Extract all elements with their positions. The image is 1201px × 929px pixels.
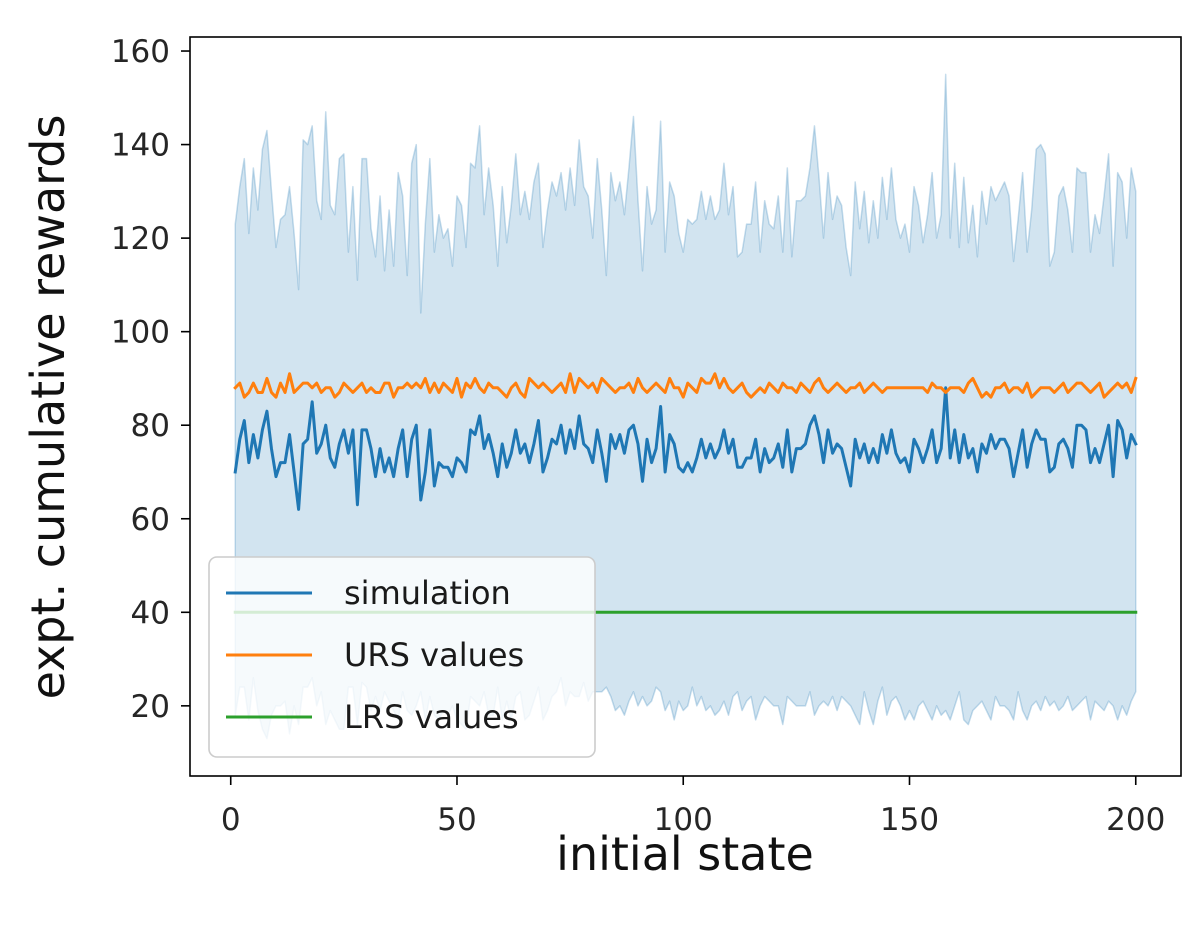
x-axis-label: initial state [556, 827, 814, 881]
y-tick-label: 20 [131, 689, 170, 725]
y-tick-label: 80 [131, 408, 170, 444]
series-line-urs [233, 372, 1138, 399]
y-tick-label: 60 [131, 502, 170, 538]
y-axis-ticks: 20 40 60 80 100 120 140 160 [111, 34, 190, 725]
x-axis-ticks: 0 50 100 150 200 [221, 776, 1165, 838]
plot-frame [189, 36, 1182, 777]
series-line-simulation [233, 386, 1138, 511]
y-tick-label: 160 [111, 34, 170, 70]
y-axis-label: expt. cumulative rewards [21, 115, 75, 700]
x-tick-label: 100 [654, 802, 713, 838]
x-tick-label: 0 [221, 802, 241, 838]
y-tick-label: 140 [111, 128, 170, 164]
y-tick-label: 40 [131, 595, 170, 631]
x-tick-label: 50 [437, 802, 476, 838]
y-tick-label: 100 [111, 315, 170, 351]
x-tick-label: 150 [880, 802, 939, 838]
legend-entry-lrs: LRS values [344, 698, 519, 736]
x-tick-label: 200 [1106, 802, 1165, 838]
y-tick-label: 120 [111, 221, 170, 257]
legend-entry-urs: URS values [344, 636, 524, 674]
legend-box [208, 556, 596, 758]
legend-entry-simulation: simulation [344, 574, 511, 612]
legend: simulation URS values LRS values [208, 556, 596, 758]
